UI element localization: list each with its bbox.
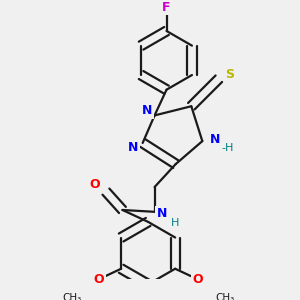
Text: O: O bbox=[90, 178, 100, 191]
Text: -H: -H bbox=[222, 143, 234, 154]
Text: O: O bbox=[192, 273, 202, 286]
Text: S: S bbox=[225, 68, 234, 81]
Text: N: N bbox=[128, 141, 139, 154]
Text: H: H bbox=[171, 218, 179, 228]
Text: N: N bbox=[210, 133, 220, 146]
Text: N: N bbox=[157, 207, 167, 220]
Text: CH₃: CH₃ bbox=[62, 293, 81, 300]
Text: O: O bbox=[94, 273, 104, 286]
Text: CH₃: CH₃ bbox=[215, 293, 234, 300]
Text: F: F bbox=[162, 1, 171, 13]
Text: N: N bbox=[142, 104, 152, 117]
